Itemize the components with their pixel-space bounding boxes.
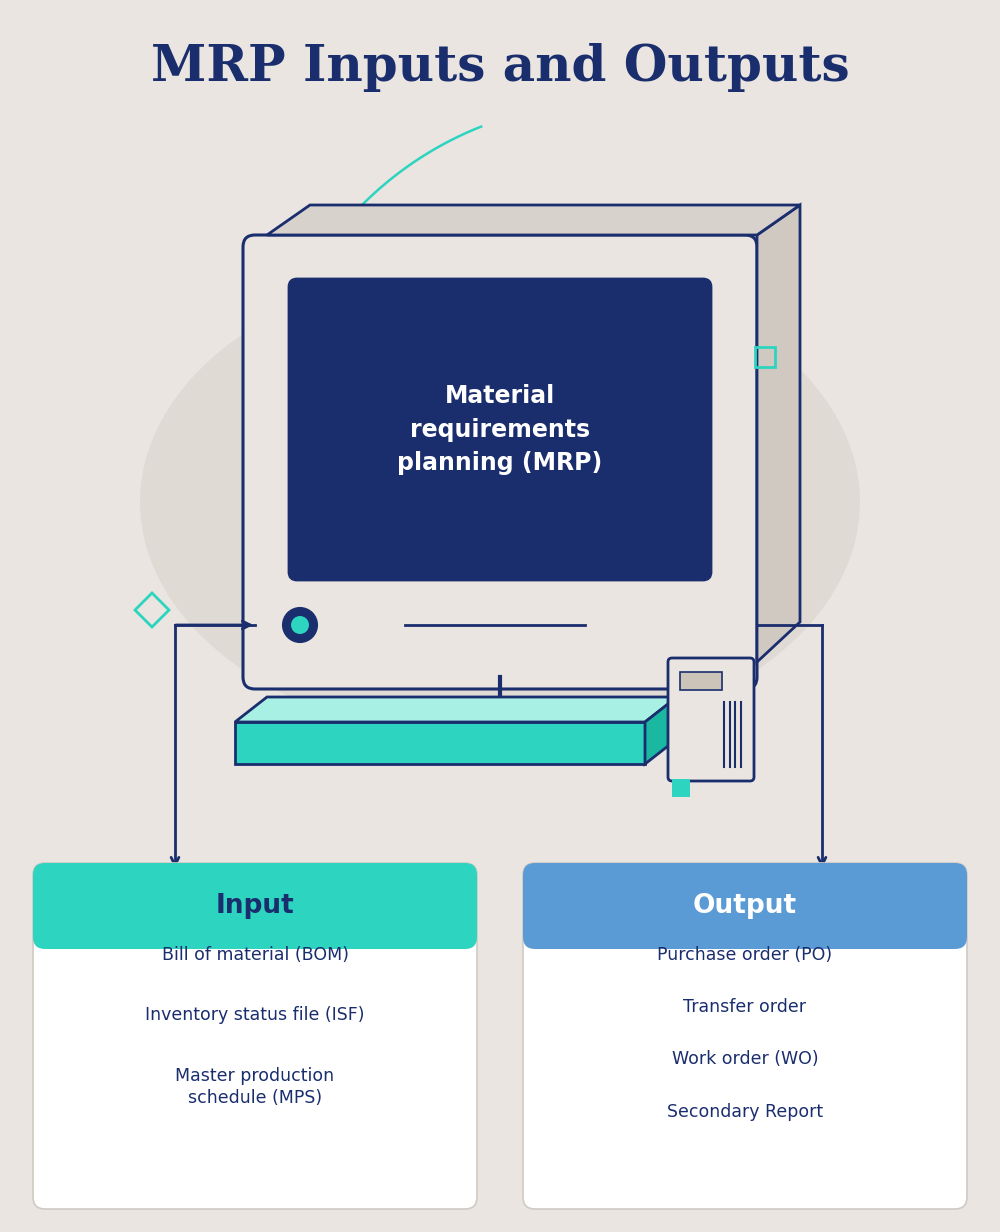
FancyBboxPatch shape xyxy=(668,658,754,781)
FancyBboxPatch shape xyxy=(243,235,757,689)
Text: Purchase order (PO): Purchase order (PO) xyxy=(657,946,833,963)
Ellipse shape xyxy=(140,262,860,742)
Bar xyxy=(755,347,775,367)
Circle shape xyxy=(291,616,309,634)
Text: MRP Inputs and Outputs: MRP Inputs and Outputs xyxy=(151,42,849,91)
Text: Bill of material (BOM): Bill of material (BOM) xyxy=(162,946,349,963)
FancyBboxPatch shape xyxy=(33,862,477,949)
Bar xyxy=(235,722,645,764)
Text: Output: Output xyxy=(693,893,797,919)
Text: Secondary Report: Secondary Report xyxy=(667,1103,823,1121)
Text: Master production
schedule (MPS): Master production schedule (MPS) xyxy=(175,1067,335,1108)
Polygon shape xyxy=(645,697,677,764)
Bar xyxy=(45,906,465,938)
Bar xyxy=(672,779,690,797)
FancyBboxPatch shape xyxy=(33,862,477,1209)
FancyBboxPatch shape xyxy=(680,671,722,690)
Polygon shape xyxy=(235,697,677,722)
Text: Inventory status file (ISF): Inventory status file (ISF) xyxy=(145,1007,365,1024)
Text: Work order (WO): Work order (WO) xyxy=(672,1050,818,1068)
FancyBboxPatch shape xyxy=(289,278,711,580)
Bar xyxy=(535,906,955,938)
FancyBboxPatch shape xyxy=(523,862,967,949)
FancyBboxPatch shape xyxy=(523,862,967,1209)
Text: Material
requirements
planning (MRP): Material requirements planning (MRP) xyxy=(397,384,603,476)
Polygon shape xyxy=(267,205,800,235)
Polygon shape xyxy=(757,205,800,662)
Circle shape xyxy=(283,609,317,642)
Text: Input: Input xyxy=(216,893,294,919)
Text: Transfer order: Transfer order xyxy=(683,998,806,1016)
